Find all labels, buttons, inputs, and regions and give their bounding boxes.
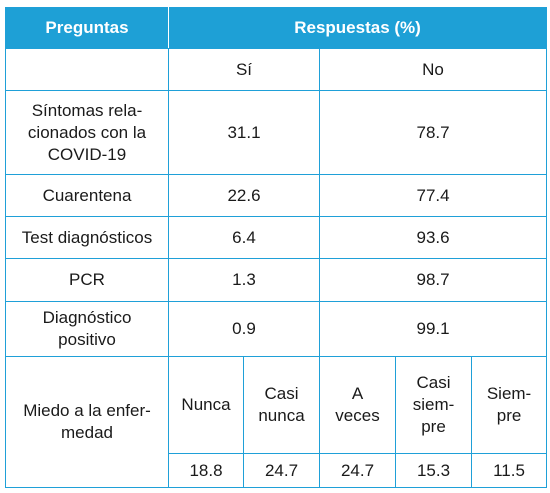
row-label: Cuarentena [5, 174, 169, 217]
subheader-empty-cell [5, 48, 169, 91]
row-label: Diagnóstico positivo [5, 301, 169, 357]
row-no-value: 98.7 [318, 258, 548, 302]
table-row: Test diagnósticos 6.4 93.6 [5, 216, 548, 259]
fear-value: 15.3 [395, 453, 472, 488]
row-yes-value: 6.4 [168, 216, 320, 259]
survey-table: Preguntas Respuestas (%) Sí No Síntomas … [5, 7, 548, 488]
header-questions: Preguntas [5, 7, 169, 49]
row-yes-value: 31.1 [168, 90, 320, 175]
row-yes-value: 22.6 [168, 174, 320, 217]
fear-values-row: 18.8 24.7 24.7 15.3 11.5 [6, 453, 548, 488]
row-yes-value: 1.3 [168, 258, 320, 302]
fear-value: 24.7 [319, 453, 396, 488]
header-answers: Respuestas (%) [167, 7, 548, 49]
row-no-value: 93.6 [318, 216, 548, 259]
table-row: Diagnóstico positivo 0.9 99.1 [5, 301, 548, 357]
fear-label: Miedo a la enfer- medad [5, 356, 169, 488]
fear-value: 24.7 [243, 453, 320, 488]
fear-option: A veces [319, 356, 396, 454]
subheader-no: No [318, 48, 548, 91]
fear-value: 18.8 [168, 453, 244, 488]
table-row: Síntomas rela- cionados con la COVID-19 … [5, 90, 548, 175]
fear-option: Siem- pre [470, 356, 548, 454]
fear-options-row: Miedo a la enfer- medad Nunca Casi nunca… [5, 356, 548, 488]
row-no-value: 99.1 [318, 301, 548, 357]
row-no-value: 78.7 [318, 90, 548, 175]
row-label: Test diagnósticos [5, 216, 169, 259]
table-row: PCR 1.3 98.7 [5, 258, 548, 302]
subheader-yes: Sí [168, 48, 320, 91]
fear-value: 11.5 [470, 453, 548, 488]
row-label: Síntomas rela- cionados con la COVID-19 [5, 90, 169, 175]
row-no-value: 77.4 [318, 174, 548, 217]
fear-option: Nunca [168, 356, 244, 454]
fear-option: Casi nunca [243, 356, 320, 454]
table-row: Cuarentena 22.6 77.4 [5, 174, 548, 217]
fear-option: Casi siem- pre [395, 356, 472, 454]
row-label: PCR [5, 258, 169, 302]
row-yes-value: 0.9 [168, 301, 320, 357]
